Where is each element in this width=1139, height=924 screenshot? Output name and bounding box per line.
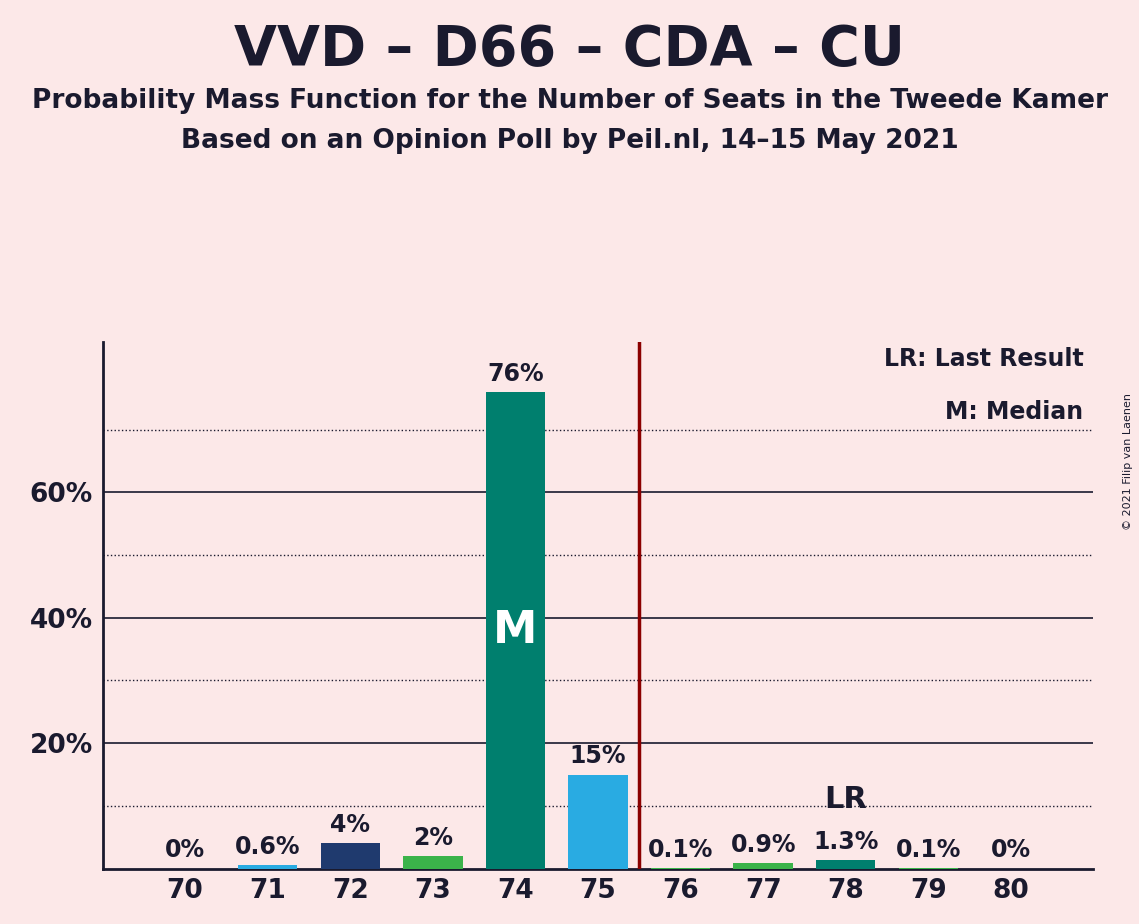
Text: 1.3%: 1.3%: [813, 830, 878, 854]
Text: 0.9%: 0.9%: [730, 833, 796, 857]
Text: 4%: 4%: [330, 813, 370, 837]
Text: M: M: [493, 609, 538, 651]
Bar: [485, 392, 546, 869]
Text: LR: LR: [825, 785, 867, 814]
Text: Probability Mass Function for the Number of Seats in the Tweede Kamer: Probability Mass Function for the Number…: [32, 88, 1107, 114]
Text: 0%: 0%: [165, 838, 205, 862]
Text: 2%: 2%: [412, 826, 453, 850]
Bar: [568, 774, 628, 869]
Text: LR: Last Result: LR: Last Result: [884, 347, 1083, 371]
Text: VVD – D66 – CDA – CU: VVD – D66 – CDA – CU: [233, 23, 906, 77]
Text: 0.6%: 0.6%: [235, 834, 301, 858]
Bar: [816, 860, 876, 869]
Bar: [403, 856, 462, 869]
Text: 15%: 15%: [570, 744, 626, 768]
Text: 76%: 76%: [487, 362, 543, 386]
Text: M: Median: M: Median: [945, 400, 1083, 424]
Bar: [238, 865, 297, 869]
Text: Based on an Opinion Poll by Peil.nl, 14–15 May 2021: Based on an Opinion Poll by Peil.nl, 14–…: [181, 128, 958, 153]
Bar: [734, 863, 793, 869]
Text: 0%: 0%: [991, 838, 1031, 862]
Text: 0.1%: 0.1%: [895, 838, 961, 862]
Bar: [320, 844, 380, 869]
Text: 0.1%: 0.1%: [648, 838, 713, 862]
Text: © 2021 Filip van Laenen: © 2021 Filip van Laenen: [1123, 394, 1133, 530]
